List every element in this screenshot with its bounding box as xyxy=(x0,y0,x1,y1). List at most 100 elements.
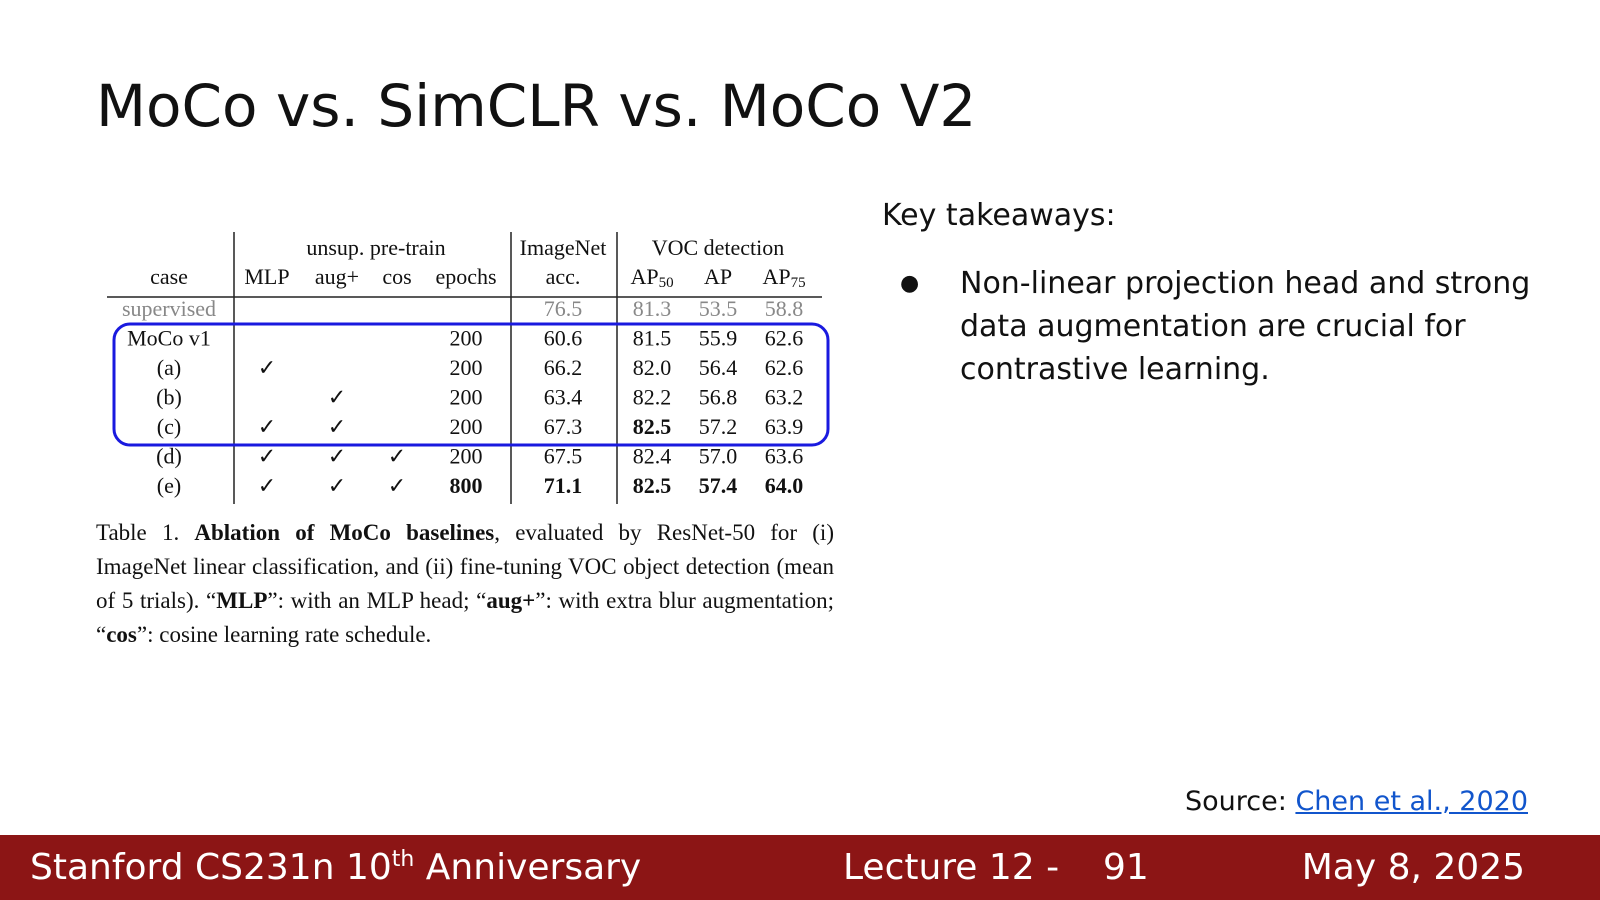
table-cell: 63.6 xyxy=(765,444,804,469)
table-cell: 76.5 xyxy=(544,296,583,321)
caption-segment: MLP xyxy=(216,588,268,613)
table-caption: Table 1. Ablation of MoCo baselines, eva… xyxy=(96,516,834,652)
highlight-box xyxy=(112,322,830,447)
caption-segment: ”: with an MLP head; “ xyxy=(267,588,487,613)
table-cell: 66.2 xyxy=(544,355,583,380)
column-header-text: epochs xyxy=(435,264,496,289)
table-cell: 62.6 xyxy=(765,355,804,380)
table-cell: (b) xyxy=(156,385,182,410)
lecture: Lecture 12 - xyxy=(843,847,1060,888)
column-header-text: cos xyxy=(382,264,411,289)
table-cell: MoCo v1 xyxy=(127,326,211,351)
table-cell: 82.5 xyxy=(633,473,672,498)
column-header: AP75 xyxy=(762,264,805,291)
table-cell: 82.2 xyxy=(633,385,672,410)
table-cell: 67.5 xyxy=(544,444,583,469)
column-header: cos xyxy=(382,264,411,289)
source-label: Source: xyxy=(1185,786,1287,817)
slide-title: MoCo vs. SimCLR vs. MoCo V2 xyxy=(96,72,977,140)
takeaways-list: Non-linear projection head and strong da… xyxy=(900,262,1550,391)
table-cell: 64.0 xyxy=(765,473,804,498)
course: Stanford CS231n 10 xyxy=(30,847,392,888)
table-cell: supervised xyxy=(122,296,216,321)
group-header: VOC detection xyxy=(652,235,785,260)
table-cell: ✓ xyxy=(388,444,406,469)
table-cell: 63.2 xyxy=(765,385,804,410)
caption-segment: ”: cosine learning rate schedule. xyxy=(136,622,432,647)
table-cell: ✓ xyxy=(258,444,276,469)
table-cell: 67.3 xyxy=(544,414,583,439)
takeaways-heading: Key takeaways: xyxy=(882,198,1116,233)
table-cell: 53.5 xyxy=(699,296,738,321)
table-cell: 81.5 xyxy=(633,326,672,351)
caption-segment: aug+ xyxy=(486,588,536,613)
table-cell: 200 xyxy=(450,444,483,469)
table-cell: 200 xyxy=(450,385,483,410)
column-header: epochs xyxy=(435,264,496,289)
table-cell: ✓ xyxy=(258,414,276,439)
table-cell: 63.4 xyxy=(544,385,583,410)
table-cell: 800 xyxy=(450,473,483,498)
table-cell: 200 xyxy=(450,414,483,439)
table-cell: ✓ xyxy=(328,414,346,439)
group-header: unsup. pre-train xyxy=(306,235,445,260)
table-cell: ✓ xyxy=(258,473,276,498)
takeaway: Non-linear projection head and strong da… xyxy=(900,262,1550,391)
table-cell: 81.3 xyxy=(633,296,672,321)
table-cell: 63.9 xyxy=(765,414,804,439)
table-cell: 57.4 xyxy=(699,473,738,498)
table-cell: 56.4 xyxy=(699,355,738,380)
column-header-sub: 50 xyxy=(659,275,674,291)
table-cell: 200 xyxy=(450,326,483,351)
caption-segment: , evaluated by ResNet-50 for (i) ImageNe… xyxy=(96,520,834,613)
table-cell: 60.6 xyxy=(544,326,583,351)
column-header: AP50 xyxy=(630,264,673,291)
column-header: AP xyxy=(704,264,732,289)
table-cell: (e) xyxy=(157,473,181,498)
table-cell: 58.8 xyxy=(765,296,804,321)
column-header: case xyxy=(150,264,188,289)
caption-segment: Table 1. xyxy=(96,520,195,545)
table-cell: ✓ xyxy=(328,473,346,498)
column-header-text: aug+ xyxy=(315,264,359,289)
table-cell: 56.8 xyxy=(699,385,738,410)
page-number: 91 xyxy=(1103,847,1149,888)
column-header-text: case xyxy=(150,264,188,289)
table-cell: 200 xyxy=(450,355,483,380)
source-link[interactable]: Chen et al., 2020 xyxy=(1295,786,1528,817)
table-cell: 71.1 xyxy=(544,473,583,498)
footer: Stanford CS231n 10th Anniversary Lecture… xyxy=(0,835,1600,900)
table-cell: 57.0 xyxy=(699,444,738,469)
column-header-text: AP xyxy=(704,264,732,289)
table-cell: 82.5 xyxy=(633,414,672,439)
table-cell: (d) xyxy=(156,444,182,469)
table-cell: 82.0 xyxy=(633,355,672,380)
column-header-text: AP xyxy=(630,264,658,289)
table-cell: (c) xyxy=(157,414,181,439)
column-header: aug+ xyxy=(315,264,359,289)
table-cell: 57.2 xyxy=(699,414,738,439)
table-cell: ✓ xyxy=(258,355,276,380)
table-cell: ✓ xyxy=(388,473,406,498)
table-cell: ✓ xyxy=(328,385,346,410)
column-header-text: AP xyxy=(762,264,790,289)
table-cell: ✓ xyxy=(328,444,346,469)
table-cell: (a) xyxy=(157,355,181,380)
source: Source: Chen et al., 2020 xyxy=(1185,786,1528,817)
course-name: Stanford CS231n 10th Anniversary xyxy=(30,847,641,888)
group-header: ImageNet xyxy=(520,235,607,260)
date: May 8, 2025 xyxy=(1301,847,1525,888)
course-rest: Anniversary xyxy=(414,847,642,888)
column-header: acc. xyxy=(546,264,581,289)
caption-segment: Ablation of MoCo baselines xyxy=(194,520,495,545)
table-cell: 82.4 xyxy=(633,444,672,469)
table-cell: 62.6 xyxy=(765,326,804,351)
caption-segment: ”: with extra blur augmentation; “ xyxy=(96,588,835,647)
caption-segment: cos xyxy=(106,622,137,647)
ablation-table: unsup. pre-train ImageNet VOC detection cas… xyxy=(107,232,830,504)
table-cell: 55.9 xyxy=(699,326,738,351)
course-sup: th xyxy=(391,847,415,872)
column-header-text: acc. xyxy=(546,264,581,289)
column-header-text: MLP xyxy=(244,264,289,289)
